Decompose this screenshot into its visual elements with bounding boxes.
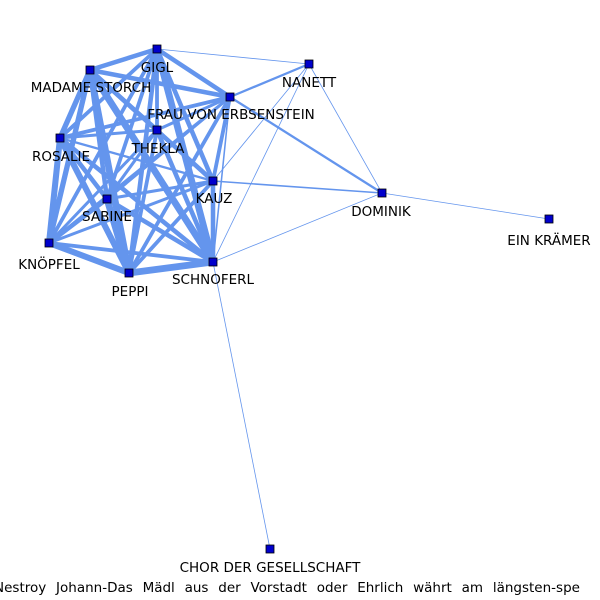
edge-thekla-peppi — [127, 128, 159, 275]
edge-knoepfel-peppi — [45, 239, 133, 277]
edge-sabine-schnoferl — [104, 196, 216, 265]
edge-rosalie-knoepfel — [45, 134, 64, 247]
edge-dominik-ein_kraemer — [381, 192, 550, 220]
edge-nanett-frau_von_erbsenstein — [228, 62, 311, 99]
edge-frau_von_erbsenstein-kauz — [211, 95, 232, 183]
node-schnoferl — [208, 257, 218, 267]
edge-sabine-knoepfel — [46, 196, 110, 246]
node-rosalie — [55, 133, 65, 143]
node-nanett — [304, 59, 314, 69]
edge-kauz-sabine — [105, 179, 215, 201]
edge-frau_von_erbsenstein-schnoferl — [212, 96, 231, 263]
edge-dominik-schnoferl — [212, 192, 383, 263]
node-peppi — [124, 268, 134, 278]
node-kauz — [208, 176, 218, 186]
nodes-layer — [44, 44, 554, 554]
edges-layer — [45, 45, 550, 550]
node-label-ein_kraemer: EIN KRÄMER — [507, 231, 590, 249]
edge-gigl-madame_storch — [87, 46, 160, 73]
node-chor — [265, 544, 275, 554]
node-dominik — [377, 188, 387, 198]
edge-thekla-kauz — [155, 128, 215, 183]
edge-knoepfel-schnoferl — [47, 241, 215, 264]
edge-frau_von_erbsenstein-rosalie — [58, 95, 232, 140]
caption: Nestroy Johann-Das Mädl aus der Vorstadt… — [0, 580, 600, 600]
node-label-knoepfel: KNÖPFEL — [18, 255, 80, 273]
node-label-dominik: DOMINIK — [351, 204, 412, 220]
node-label-schnoferl: SCHNOFERL — [172, 272, 255, 288]
edge-nanett-schnoferl — [212, 63, 310, 263]
node-thekla — [152, 125, 162, 135]
node-label-thekla: THEKLA — [131, 141, 186, 157]
edge-schnoferl-peppi — [125, 258, 217, 277]
node-frau_von_erbsenstein — [225, 92, 235, 102]
edge-gigl-frau_von_erbsenstein — [154, 46, 233, 100]
node-label-gigl: GIGL — [141, 60, 174, 76]
edge-thekla-sabine — [105, 128, 159, 201]
node-label-peppi: PEPPI — [112, 284, 149, 300]
node-madame_storch — [85, 65, 95, 75]
edge-frau_von_erbsenstein-dominik — [228, 95, 384, 195]
edge-rosalie-kauz — [58, 136, 215, 183]
labels-layer: GIGL MADAME STORCH NANETT FRAU VON ERBSENST… — [18, 60, 590, 576]
edge-thekla-rosalie — [58, 128, 159, 140]
node-gigl — [152, 44, 162, 54]
edge-rosalie-schnoferl — [57, 135, 216, 265]
node-label-frau_von_erbsenstein: FRAU VON ERBSENSTEIN — [147, 107, 315, 123]
edge-thekla-knoepfel — [47, 128, 159, 245]
node-label-chor: CHOR DER GESELLSCHAFT — [180, 560, 362, 576]
edge-nanett-dominik — [308, 63, 383, 194]
caption-text: Nestroy Johann-Das Mädl aus der Vorstadt… — [0, 580, 580, 596]
node-label-nanett: NANETT — [282, 75, 337, 91]
edge-thekla-schnoferl — [154, 127, 216, 265]
node-label-madame_storch: MADAME STORCH — [31, 80, 151, 96]
node-label-rosalie: ROSALIE — [32, 149, 90, 165]
edge-kauz-peppi — [127, 179, 215, 275]
edge-schnoferl-chor — [212, 261, 271, 550]
node-label-kauz: KAUZ — [196, 191, 233, 207]
node-ein_kraemer — [544, 214, 554, 224]
edge-kauz-dominik — [212, 180, 383, 194]
edge-gigl-kauz — [154, 46, 216, 184]
edge-sabine-peppi — [103, 195, 133, 277]
edge-gigl-nanett — [156, 48, 310, 65]
edge-madame_storch-peppi — [86, 66, 133, 277]
node-knoepfel — [44, 238, 54, 248]
edge-nanett-kauz — [212, 63, 310, 182]
edge-madame_storch-frau_von_erbsenstein — [87, 67, 233, 100]
node-sabine — [102, 194, 112, 204]
node-label-sabine: SABINE — [82, 209, 132, 225]
edge-frau_von_erbsenstein-thekla — [155, 95, 232, 132]
